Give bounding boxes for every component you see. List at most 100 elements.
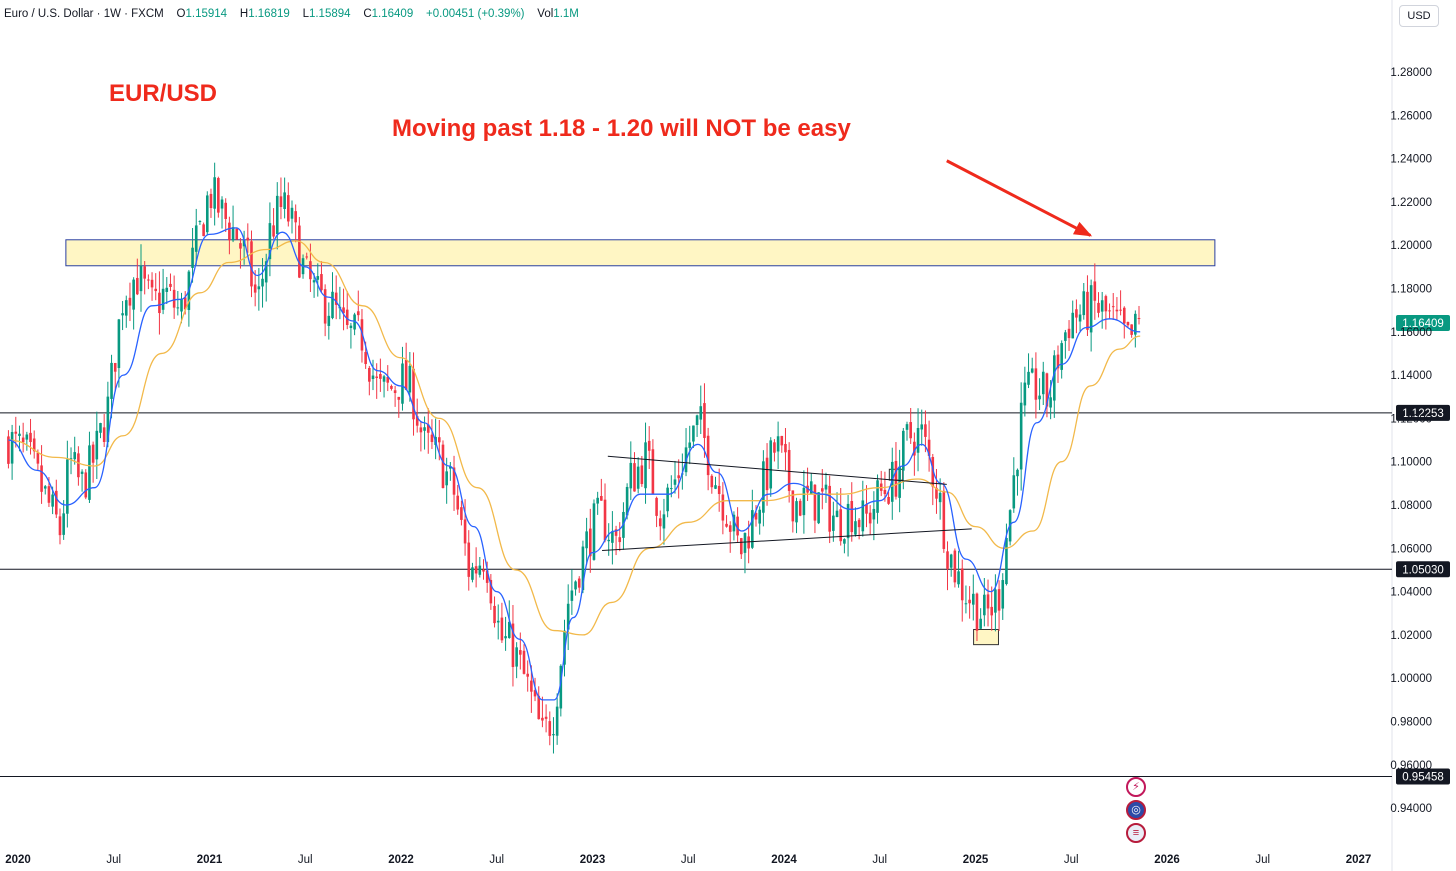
candle-body [312, 280, 316, 283]
candle-body [692, 425, 695, 442]
candle-body [986, 594, 990, 609]
candle-body [530, 680, 533, 692]
candle-body [250, 241, 253, 287]
candle-body [960, 568, 964, 601]
level-price-label: 1.12253 [1402, 408, 1444, 420]
trendline [602, 528, 972, 551]
candle-body [474, 566, 478, 574]
candle-body [953, 550, 957, 583]
candle-body [751, 510, 754, 548]
last-price-label: 1.16409 [1402, 318, 1444, 330]
candle-body [784, 443, 787, 453]
candle-body [426, 424, 430, 433]
candle-body [1027, 371, 1030, 385]
candle-body [876, 480, 879, 513]
candle-body [994, 589, 997, 613]
candle-body [55, 490, 58, 515]
candle-body [570, 590, 574, 601]
candle-body [990, 606, 994, 616]
candle-body [537, 695, 541, 720]
candle-body [393, 390, 397, 394]
candle-body [25, 434, 29, 440]
candle-body [18, 433, 21, 436]
candle-body [113, 362, 117, 372]
candle-body [688, 442, 692, 448]
candle-body [342, 307, 345, 314]
high-label: H [239, 8, 249, 20]
candle-body [198, 220, 202, 222]
candle-body [732, 514, 736, 532]
low-value: 1.15894 [308, 8, 351, 20]
candle-body [894, 460, 898, 497]
candle-body [927, 439, 931, 456]
candle-body [968, 599, 971, 604]
candle-body [938, 492, 942, 503]
x-tick-label: Jul [298, 854, 313, 866]
x-tick-label: Jul [1064, 854, 1079, 866]
candle-body [1093, 281, 1097, 301]
candle-body [1034, 368, 1038, 400]
candle-body [154, 288, 158, 292]
candle-body [673, 479, 677, 485]
low-label: L [302, 8, 309, 20]
candle-body [1075, 309, 1078, 318]
candle-body [817, 492, 820, 524]
candle-body [835, 510, 839, 517]
candle-body [795, 501, 798, 523]
candle-body [176, 307, 180, 309]
candle-body [515, 647, 518, 667]
open-value: 1.15914 [185, 8, 228, 20]
candle-body [983, 594, 986, 616]
ma-fast-line [8, 227, 1141, 701]
candle-body [239, 243, 242, 249]
candle-body [843, 539, 846, 544]
candle-body [636, 466, 640, 489]
x-tick-label: Jul [872, 854, 887, 866]
globe-icon[interactable]: ◎ [1126, 800, 1146, 820]
candle-body [36, 452, 40, 464]
candle-body [29, 432, 32, 443]
candle-body [471, 567, 474, 580]
candle-body [128, 297, 132, 306]
candle-body [368, 367, 371, 382]
candle-body [1016, 469, 1019, 477]
candle-body [721, 494, 725, 521]
lightning-icon[interactable]: ⚡︎ [1126, 777, 1146, 797]
candle-body [644, 442, 647, 489]
candle-body [294, 211, 297, 223]
candle-body [640, 465, 644, 485]
candle-body [213, 177, 216, 209]
candle-body [275, 195, 279, 234]
candle-body [618, 537, 622, 543]
candle-body [132, 279, 135, 310]
candle-body [780, 435, 784, 446]
candle-body [541, 717, 544, 721]
candle-body [588, 528, 592, 557]
y-tick-label: 1.24000 [1390, 154, 1432, 166]
candle-body [1038, 395, 1041, 400]
candle-body [522, 650, 526, 674]
candle-body [493, 605, 496, 624]
currency-button[interactable]: USD [1399, 5, 1439, 27]
y-tick-label: 1.10000 [1390, 457, 1432, 469]
candle-body [861, 500, 865, 532]
candle-body [670, 488, 673, 490]
candle-body [334, 292, 338, 305]
candle-body [1086, 291, 1089, 330]
candle-body [14, 431, 18, 434]
candle-body [924, 424, 927, 437]
candle-body [386, 376, 390, 383]
candle-body [161, 288, 165, 310]
candle-body [412, 368, 415, 420]
candle-body [846, 503, 850, 539]
candle-body [404, 359, 408, 390]
candle-body [769, 440, 773, 489]
candle-body [909, 422, 912, 439]
candle-body [401, 363, 404, 404]
candle-body [327, 315, 331, 326]
us-flag-icon[interactable]: ≡ [1126, 823, 1146, 843]
close-value: 1.16409 [371, 8, 414, 20]
candle-body [489, 579, 493, 604]
candle-body [253, 284, 257, 293]
